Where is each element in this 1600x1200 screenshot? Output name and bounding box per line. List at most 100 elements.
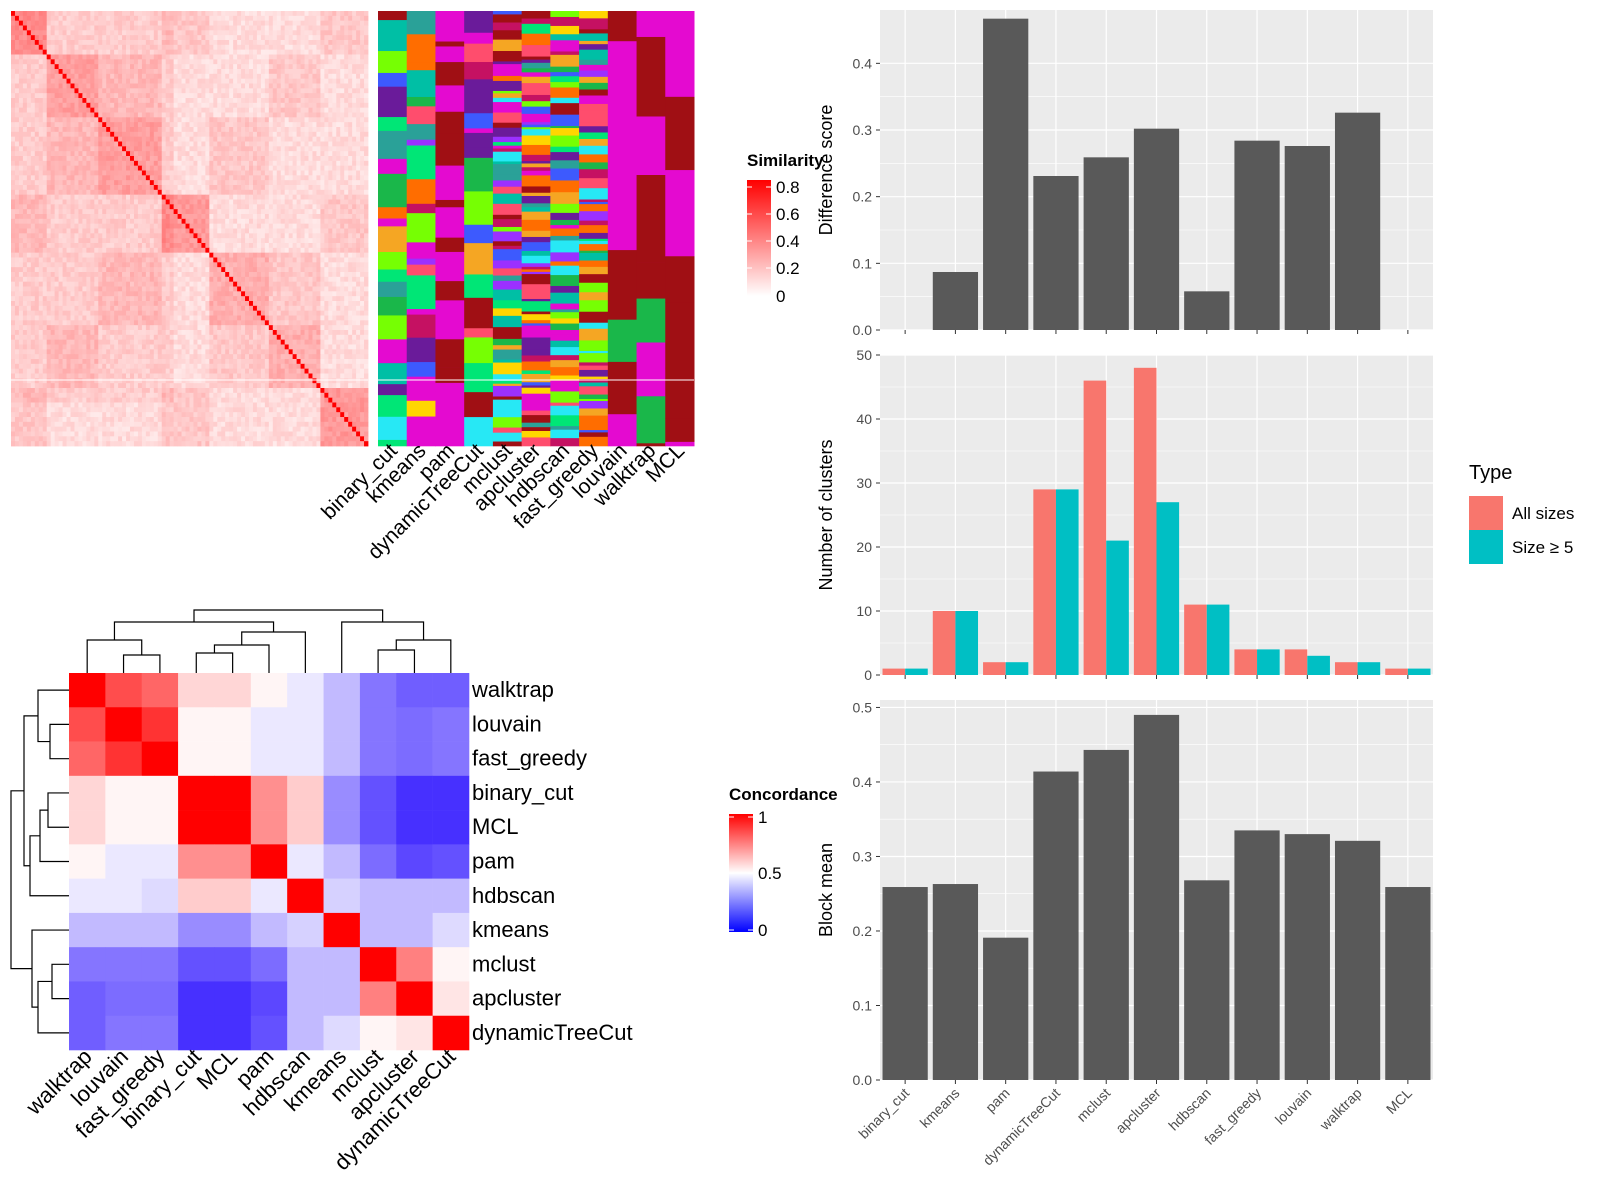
concordance-cell xyxy=(432,775,470,811)
bar xyxy=(1106,540,1129,675)
y-tick-label: 0.4 xyxy=(853,55,873,71)
concordance-row-label: hdbscan xyxy=(472,883,555,908)
concordance-dendrogram xyxy=(10,609,452,1034)
concordance-cell xyxy=(359,912,397,948)
bar xyxy=(1033,176,1079,330)
y-axis-title: Block mean xyxy=(816,843,836,937)
concordance-cell xyxy=(105,1015,143,1051)
concordance-cell xyxy=(141,741,179,777)
bar xyxy=(1005,662,1029,675)
concordance-cell xyxy=(178,912,215,948)
bar xyxy=(1407,668,1431,675)
concordance-cell xyxy=(396,707,433,742)
concordance-cell xyxy=(105,673,143,708)
cluster-assignment-heatmap xyxy=(378,11,695,447)
bar xyxy=(1156,502,1180,675)
concordance-cell xyxy=(323,741,361,777)
concordance-cell xyxy=(178,844,215,879)
concordance-cell xyxy=(141,947,179,982)
concordance-cell xyxy=(214,707,252,742)
concordance-cell xyxy=(323,775,361,811)
legend-swatch-all-sizes xyxy=(1469,496,1503,530)
concordance-heatmap xyxy=(69,673,470,1051)
concordance-cell xyxy=(141,810,179,845)
bar xyxy=(1334,840,1381,1080)
bar xyxy=(1385,887,1431,1080)
concordance-cell xyxy=(287,673,324,708)
concordance-cell xyxy=(178,1015,215,1051)
concordance-cell xyxy=(69,673,106,708)
concordance-cell xyxy=(359,707,397,742)
concordance-row-label: binary_cut xyxy=(472,780,574,805)
concordance-cell xyxy=(214,1015,252,1051)
concordance-cell xyxy=(287,741,324,777)
x-tick-label: MCL xyxy=(1383,1085,1415,1117)
concordance-cell xyxy=(359,1015,397,1051)
concordance-cell xyxy=(432,810,470,845)
bar xyxy=(1284,146,1330,330)
concordance-cell xyxy=(432,707,470,742)
bar xyxy=(1055,489,1079,675)
concordance-cell xyxy=(359,844,397,879)
concordance-cell xyxy=(396,844,433,879)
concordance-cell xyxy=(323,981,361,1017)
concordance-row-label: pam xyxy=(472,849,515,874)
concordance-cell xyxy=(69,947,106,982)
concordance-cell xyxy=(396,1015,433,1051)
concordance-cell xyxy=(141,878,179,914)
bar xyxy=(1133,714,1180,1080)
concordance-cell xyxy=(396,741,433,777)
bar xyxy=(882,887,928,1080)
concordance-cell xyxy=(69,741,106,777)
concordance-cell xyxy=(396,810,433,845)
concordance-cell xyxy=(250,775,288,811)
bar xyxy=(1385,668,1408,675)
y-tick-label: 0.2 xyxy=(853,189,873,205)
concordance-cell xyxy=(359,981,397,1017)
similarity-tick-label: 0 xyxy=(776,287,785,306)
x-tick-label: pam xyxy=(982,1085,1013,1116)
concordance-cell xyxy=(69,981,106,1017)
concordance-cell xyxy=(141,775,179,811)
concordance-cell xyxy=(69,1015,106,1051)
concordance-cell xyxy=(141,1015,179,1051)
concordance-cell xyxy=(105,741,143,777)
bar xyxy=(983,937,1029,1080)
concordance-cell xyxy=(105,981,143,1017)
concordance-cell xyxy=(69,775,106,811)
concordance-cell xyxy=(178,775,215,811)
y-tick-label: 0.0 xyxy=(853,1072,873,1088)
legend-label-size5: Size ≥ 5 xyxy=(1512,538,1573,557)
bar xyxy=(882,668,906,675)
y-tick-label: 0.2 xyxy=(853,923,873,939)
similarity-legend-title: Similarity xyxy=(747,151,824,170)
concordance-cell xyxy=(250,741,288,777)
concordance-cell xyxy=(250,912,288,948)
concordance-cell xyxy=(214,741,252,777)
x-tick-label: kmeans xyxy=(917,1085,963,1131)
concordance-cell xyxy=(323,844,361,879)
concordance-row-label: louvain xyxy=(472,711,542,736)
concordance-cell xyxy=(105,844,143,879)
bar xyxy=(1133,128,1180,330)
concordance-cell xyxy=(250,981,288,1017)
type-legend-title: Type xyxy=(1469,462,1512,484)
concordance-cell xyxy=(432,844,470,879)
concordance-cell xyxy=(396,912,433,948)
bar xyxy=(1083,380,1107,675)
bar xyxy=(1307,655,1330,675)
bar xyxy=(932,611,956,675)
number-of-clusters-chart: 0 10 20 30 40 50 Number of clusters xyxy=(816,347,1433,683)
bar xyxy=(983,662,1006,675)
concordance-cell xyxy=(432,947,470,982)
concordance-cell xyxy=(214,981,252,1017)
concordance-cell xyxy=(141,707,179,742)
bar xyxy=(1284,649,1308,675)
concordance-cell xyxy=(287,981,324,1017)
concordance-cell xyxy=(396,947,433,982)
bar xyxy=(1083,749,1129,1080)
concordance-legend-title: Concordance xyxy=(729,785,838,804)
concordance-cell xyxy=(69,878,106,914)
